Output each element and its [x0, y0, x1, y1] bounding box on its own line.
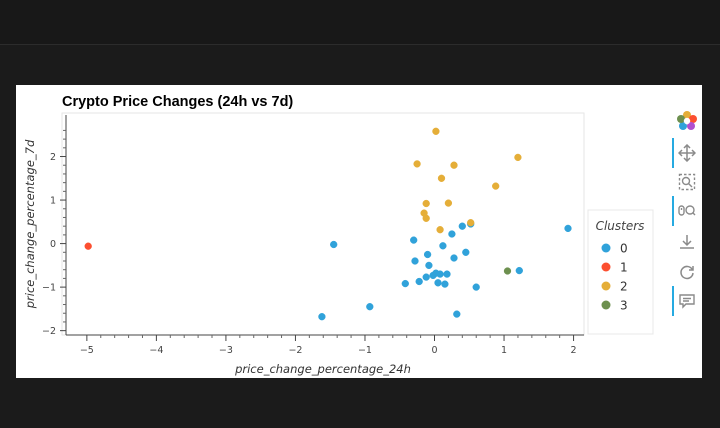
- data-point-cluster-0[interactable]: [425, 261, 433, 270]
- data-point-cluster-0[interactable]: [401, 279, 409, 288]
- legend-label-3: 3: [620, 299, 628, 313]
- data-point-cluster-0[interactable]: [450, 254, 458, 262]
- data-point-cluster-0[interactable]: [472, 283, 480, 291]
- y-tick-label: 0: [50, 239, 56, 250]
- data-point-cluster-0[interactable]: [462, 248, 470, 256]
- data-point-cluster-0[interactable]: [423, 250, 432, 259]
- x-tick-label: −1: [358, 345, 372, 356]
- data-point-cluster-0[interactable]: [330, 240, 338, 249]
- data-point-cluster-2[interactable]: [413, 160, 421, 168]
- data-point-cluster-2[interactable]: [450, 161, 458, 169]
- reset-icon[interactable]: [676, 261, 698, 283]
- legend-swatch-2: [601, 281, 611, 291]
- data-point-cluster-0[interactable]: [436, 270, 444, 278]
- data-point-cluster-0[interactable]: [439, 242, 447, 250]
- y-tick-label: −2: [42, 326, 56, 337]
- legend-swatch-3: [601, 300, 611, 310]
- chart-title: Crypto Price Changes (24h vs 7d): [62, 94, 293, 110]
- data-point-cluster-2[interactable]: [492, 182, 500, 190]
- data-point-cluster-1[interactable]: [84, 242, 92, 250]
- data-point-cluster-0[interactable]: [411, 257, 419, 265]
- legend-label-0: 0: [620, 242, 628, 256]
- data-point-cluster-0[interactable]: [410, 236, 418, 244]
- legend: Clusters 0 1 2 3: [587, 209, 654, 335]
- bokeh-logo-icon[interactable]: [676, 110, 698, 132]
- save-icon[interactable]: [676, 231, 698, 253]
- data-point-cluster-2[interactable]: [422, 199, 430, 208]
- y-tick-label: 2: [50, 152, 56, 163]
- data-point-cluster-2[interactable]: [437, 174, 446, 182]
- y-tick-label: 1: [50, 196, 56, 207]
- data-point-cluster-0[interactable]: [318, 313, 326, 321]
- data-point-cluster-0[interactable]: [443, 270, 451, 278]
- data-point-cluster-0[interactable]: [366, 303, 374, 311]
- data-point-cluster-2[interactable]: [467, 219, 475, 227]
- axes: −5 −4 −3 −2 −1 0 1 2 −2 −1 0 1 2: [42, 115, 584, 356]
- plot-area-frame: [61, 112, 585, 336]
- legend-label-1: 1: [620, 261, 628, 275]
- data-point-cluster-2[interactable]: [444, 199, 453, 207]
- data-point-cluster-0[interactable]: [448, 230, 456, 238]
- legend-title: Clusters: [596, 219, 645, 233]
- y-tick-label: −1: [42, 283, 56, 294]
- toolbar: [670, 110, 704, 325]
- pan-icon[interactable]: [672, 138, 698, 168]
- data-point-cluster-2[interactable]: [432, 127, 440, 135]
- data-point-cluster-0[interactable]: [515, 266, 523, 275]
- data-point-cluster-0[interactable]: [458, 222, 466, 230]
- x-tick-label: −5: [80, 345, 94, 356]
- x-tick-label: 0: [431, 345, 437, 356]
- data-point-cluster-0[interactable]: [441, 280, 449, 288]
- y-axis-label: price_change_percentage_7d: [23, 139, 37, 309]
- x-tick-label: 2: [571, 345, 577, 356]
- box-zoom-icon[interactable]: [676, 171, 698, 193]
- data-point-cluster-0[interactable]: [422, 273, 430, 281]
- legend-swatch-0: [601, 243, 611, 253]
- top-bar-divider: [0, 44, 720, 45]
- legend-box: [587, 209, 654, 335]
- data-points: [84, 127, 572, 321]
- data-point-cluster-2[interactable]: [436, 226, 444, 234]
- data-point-cluster-3[interactable]: [503, 267, 512, 275]
- wheel-zoom-icon[interactable]: [672, 196, 698, 226]
- x-tick-label: −4: [149, 345, 163, 356]
- data-point-cluster-0[interactable]: [453, 310, 461, 318]
- data-point-cluster-2[interactable]: [422, 214, 430, 222]
- data-point-cluster-0[interactable]: [434, 279, 442, 287]
- x-tick-label: 1: [501, 345, 507, 356]
- x-axis-label: price_change_percentage_24h: [234, 362, 411, 376]
- data-point-cluster-0[interactable]: [415, 277, 423, 286]
- top-bar: [0, 0, 720, 44]
- x-tick-label: −2: [288, 345, 302, 356]
- x-tick-label: −3: [219, 345, 233, 356]
- hover-icon[interactable]: [672, 286, 698, 316]
- data-point-cluster-2[interactable]: [514, 153, 522, 162]
- legend-label-2: 2: [620, 280, 628, 294]
- legend-swatch-1: [601, 262, 611, 272]
- data-point-cluster-0[interactable]: [564, 224, 572, 233]
